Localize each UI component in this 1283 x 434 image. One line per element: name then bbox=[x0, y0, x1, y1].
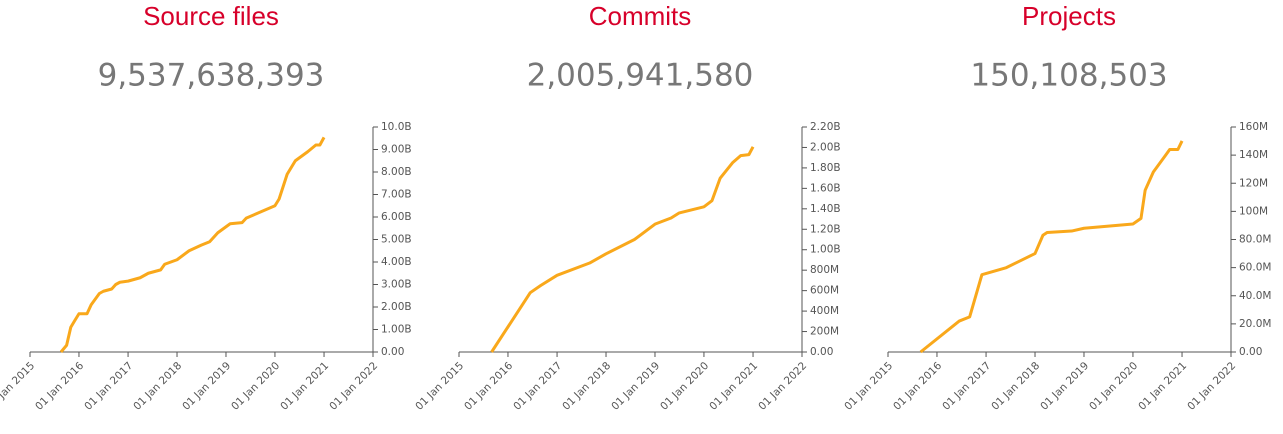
x-tick-label: 01 Jan 2020 bbox=[1087, 360, 1140, 413]
x-tick-label: 01 Jan 2021 bbox=[278, 360, 331, 413]
x-tick-label: 01 Jan 2022 bbox=[756, 360, 809, 413]
y-tick-label: 40.0M bbox=[1239, 290, 1271, 302]
x-tick-label: 01 Jan 2021 bbox=[707, 360, 760, 413]
y-tick-label: 4.00B bbox=[381, 256, 412, 268]
x-tick-label: 01 Jan 2019 bbox=[180, 360, 233, 413]
chart-title: Commits bbox=[589, 1, 692, 31]
y-tick-label: 1.40B bbox=[810, 203, 841, 215]
x-tick-label: 01 Jan 2017 bbox=[940, 360, 993, 413]
y-tick-label: 2.00B bbox=[810, 141, 841, 153]
x-tick-label: 01 Jan 2018 bbox=[560, 360, 613, 413]
y-tick-label: 2.00B bbox=[381, 301, 412, 313]
total-count: 9,537,638,393 bbox=[98, 58, 325, 94]
chart-title: Source files bbox=[143, 1, 279, 31]
x-tick-label: 01 Jan 2016 bbox=[33, 360, 86, 413]
x-tick-label: 01 Jan 2015 bbox=[0, 360, 37, 413]
y-tick-label: 3.00B bbox=[381, 279, 412, 291]
x-tick-label: 01 Jan 2017 bbox=[82, 360, 135, 413]
y-tick-label: 1.60B bbox=[810, 182, 841, 194]
data-line bbox=[490, 146, 755, 353]
x-tick-label: 01 Jan 2022 bbox=[327, 360, 380, 413]
y-tick-label: 0.00 bbox=[381, 346, 404, 358]
x-tick-label: 01 Jan 2020 bbox=[658, 360, 711, 413]
y-tick-label: 1.00B bbox=[810, 244, 841, 256]
data-line bbox=[919, 140, 1184, 354]
y-tick-label: 0.00 bbox=[1239, 346, 1262, 358]
y-tick-label: 7.00B bbox=[381, 189, 412, 201]
chart-title: Projects bbox=[1022, 1, 1116, 31]
y-tick-label: 140M bbox=[1239, 149, 1268, 161]
x-tick-label: 01 Jan 2017 bbox=[511, 360, 564, 413]
y-tick-label: 120M bbox=[1239, 177, 1268, 189]
y-tick-label: 1.00B bbox=[381, 324, 412, 336]
y-tick-label: 20.0M bbox=[1239, 318, 1271, 330]
total-count: 150,108,503 bbox=[970, 58, 1167, 94]
y-tick-label: 5.00B bbox=[381, 234, 412, 246]
y-tick-label: 10.0B bbox=[381, 121, 412, 133]
x-tick-label: 01 Jan 2016 bbox=[891, 360, 944, 413]
y-tick-label: 100M bbox=[1239, 205, 1268, 217]
x-tick-label: 01 Jan 2019 bbox=[609, 360, 662, 413]
x-tick-label: 01 Jan 2015 bbox=[413, 360, 466, 413]
y-tick-label: 60.0M bbox=[1239, 262, 1271, 274]
y-tick-label: 160M bbox=[1239, 121, 1268, 133]
total-count: 2,005,941,580 bbox=[527, 58, 754, 94]
x-tick-label: 01 Jan 2022 bbox=[1185, 360, 1238, 413]
y-tick-label: 600M bbox=[810, 285, 839, 297]
y-tick-label: 2.20B bbox=[810, 121, 841, 133]
x-tick-label: 01 Jan 2020 bbox=[229, 360, 282, 413]
y-tick-label: 1.80B bbox=[810, 162, 841, 174]
y-tick-label: 0.00 bbox=[810, 346, 833, 358]
x-tick-label: 01 Jan 2015 bbox=[842, 360, 895, 413]
x-tick-label: 01 Jan 2018 bbox=[131, 360, 184, 413]
data-line bbox=[59, 136, 326, 353]
y-tick-label: 200M bbox=[810, 326, 839, 338]
x-tick-label: 01 Jan 2016 bbox=[462, 360, 515, 413]
x-tick-label: 01 Jan 2019 bbox=[1038, 360, 1091, 413]
y-tick-label: 6.00B bbox=[381, 211, 412, 223]
y-tick-label: 80.0M bbox=[1239, 234, 1271, 246]
x-tick-label: 01 Jan 2018 bbox=[989, 360, 1042, 413]
y-tick-label: 8.00B bbox=[381, 166, 412, 178]
y-tick-label: 400M bbox=[810, 305, 839, 317]
x-tick-label: 01 Jan 2021 bbox=[1136, 360, 1189, 413]
y-tick-label: 800M bbox=[810, 264, 839, 276]
y-tick-label: 9.00B bbox=[381, 144, 412, 156]
y-tick-label: 1.20B bbox=[810, 223, 841, 235]
